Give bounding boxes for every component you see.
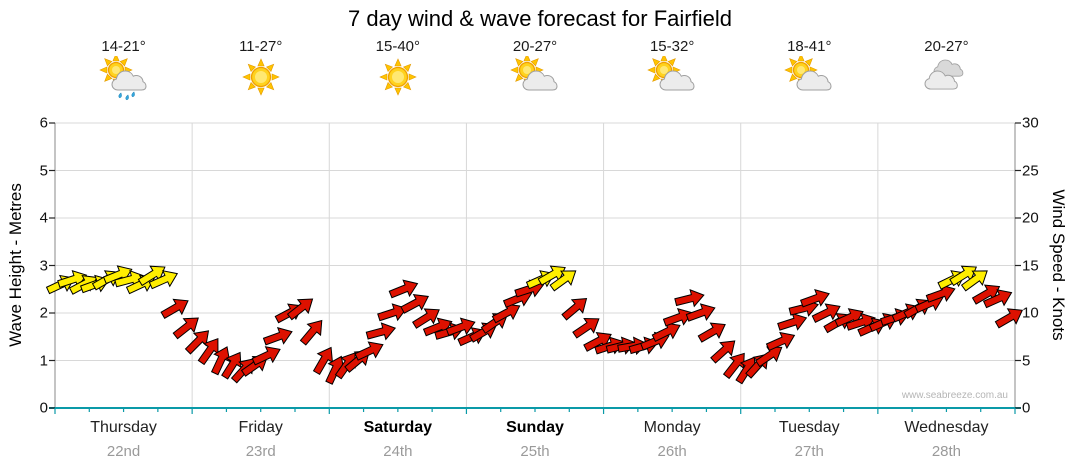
wind-arrow (697, 322, 726, 343)
wind-arrow (572, 318, 600, 339)
day-name: Tuesday (778, 419, 840, 436)
left-tick-label: 2 (39, 304, 48, 322)
wind-arrow (445, 317, 476, 336)
wind-arrow (299, 319, 323, 346)
right-tick-label: 0 (1022, 399, 1031, 417)
cloud-shape (522, 70, 558, 91)
wind-arrow (400, 293, 430, 314)
right-tick-label: 30 (1022, 114, 1039, 132)
raindrop-shape (125, 94, 129, 101)
wind-arrow (412, 308, 440, 329)
raindrop-shape (118, 92, 122, 99)
wind-arrow (651, 322, 681, 342)
wind-arrow (262, 326, 293, 346)
day-name: Thursday (90, 419, 157, 436)
day-date: 26th (657, 443, 687, 460)
day-name: Wednesday (904, 419, 989, 436)
right-tick-label: 15 (1022, 257, 1039, 274)
wind-arrow (160, 298, 189, 319)
raindrop-shape (131, 91, 135, 98)
wind-arrow (210, 346, 231, 376)
wind-arrow (800, 288, 830, 308)
wind-arrow (537, 265, 566, 286)
watermark: www.seabreeze.com.au (901, 390, 1008, 401)
wind-arrow (388, 279, 419, 299)
day-date: 25th (520, 443, 550, 460)
left-tick-label: 6 (39, 114, 48, 132)
sun-cloud-icon (647, 56, 695, 91)
page-title: 7 day wind & wave forecast for Fairfield (348, 6, 732, 31)
wind-arrow (710, 340, 736, 364)
sun-cloud-icon (784, 56, 832, 91)
wind-arrow (765, 331, 796, 352)
sun-cloud-rain-icon (98, 56, 147, 101)
wind-arrow (184, 330, 210, 355)
right-tick-label: 25 (1022, 162, 1039, 179)
wind-arrow (971, 284, 1001, 305)
wind-arrow (777, 312, 808, 331)
day-temperature: 15-40° (375, 38, 421, 55)
day-temperature: 20-27° (512, 38, 558, 55)
wind-arrow (172, 317, 199, 340)
sun-icon (379, 58, 417, 96)
day-name: Sunday (506, 419, 564, 436)
right-tick-label: 5 (1022, 352, 1031, 369)
wind-arrow (561, 298, 588, 321)
day-temperature: 18-41° (787, 38, 832, 55)
left-tick-label: 5 (39, 162, 48, 179)
day-name: Monday (643, 419, 701, 436)
wind-arrow (982, 289, 1013, 309)
day-name: Friday (238, 419, 283, 436)
day-date: 27th (794, 443, 824, 460)
wind-arrow (197, 338, 219, 366)
wind-arrow (674, 288, 705, 308)
cloud-shape (924, 70, 959, 90)
sun-cloud-icon (510, 56, 558, 91)
day-temperature: 14-21° (101, 38, 146, 55)
wind-arrow (549, 270, 577, 292)
wind-arrow (949, 265, 978, 287)
day-date: 23rd (245, 443, 276, 460)
day-temperature: 15-32° (649, 38, 695, 55)
wind-arrow (377, 303, 408, 322)
wind-arrow (137, 265, 166, 287)
wind-arrow (325, 355, 345, 385)
right-tick-label: 20 (1022, 209, 1039, 227)
left-tick-label: 3 (39, 257, 48, 274)
wind-arrow (148, 270, 179, 290)
wind-arrow (365, 322, 397, 341)
day-date: 24th (383, 443, 413, 460)
wind-arrow (354, 341, 384, 361)
wind-arrow (994, 308, 1024, 329)
day-date: 28th (931, 443, 962, 460)
day-date: 22nd (106, 443, 141, 460)
left-tick-label: 1 (39, 352, 48, 369)
wind-arrow (811, 303, 841, 323)
wind-arrow (251, 346, 281, 366)
left-tick-label: 4 (39, 209, 48, 227)
sun-shape (379, 58, 417, 96)
wind-arrow (960, 270, 988, 292)
cloud-shape (796, 70, 832, 91)
wind-arrow (722, 352, 745, 380)
sun-shape (241, 58, 280, 96)
wind-arrow (491, 303, 521, 324)
wind-arrow (221, 351, 242, 380)
right-tick-label: 10 (1022, 304, 1039, 322)
left-tick-label: 0 (39, 399, 48, 417)
day-temperature: 20-27° (924, 38, 969, 55)
day-temperature: 11-27° (239, 38, 283, 55)
cloud-shape (111, 70, 147, 91)
wind-arrow (312, 346, 334, 376)
sun-icon (241, 58, 280, 96)
wind-arrow (286, 298, 314, 321)
cloud-shape (659, 70, 695, 91)
day-name: Saturday (363, 419, 433, 436)
cloud-icon (924, 59, 964, 90)
wind-arrow (685, 303, 716, 322)
